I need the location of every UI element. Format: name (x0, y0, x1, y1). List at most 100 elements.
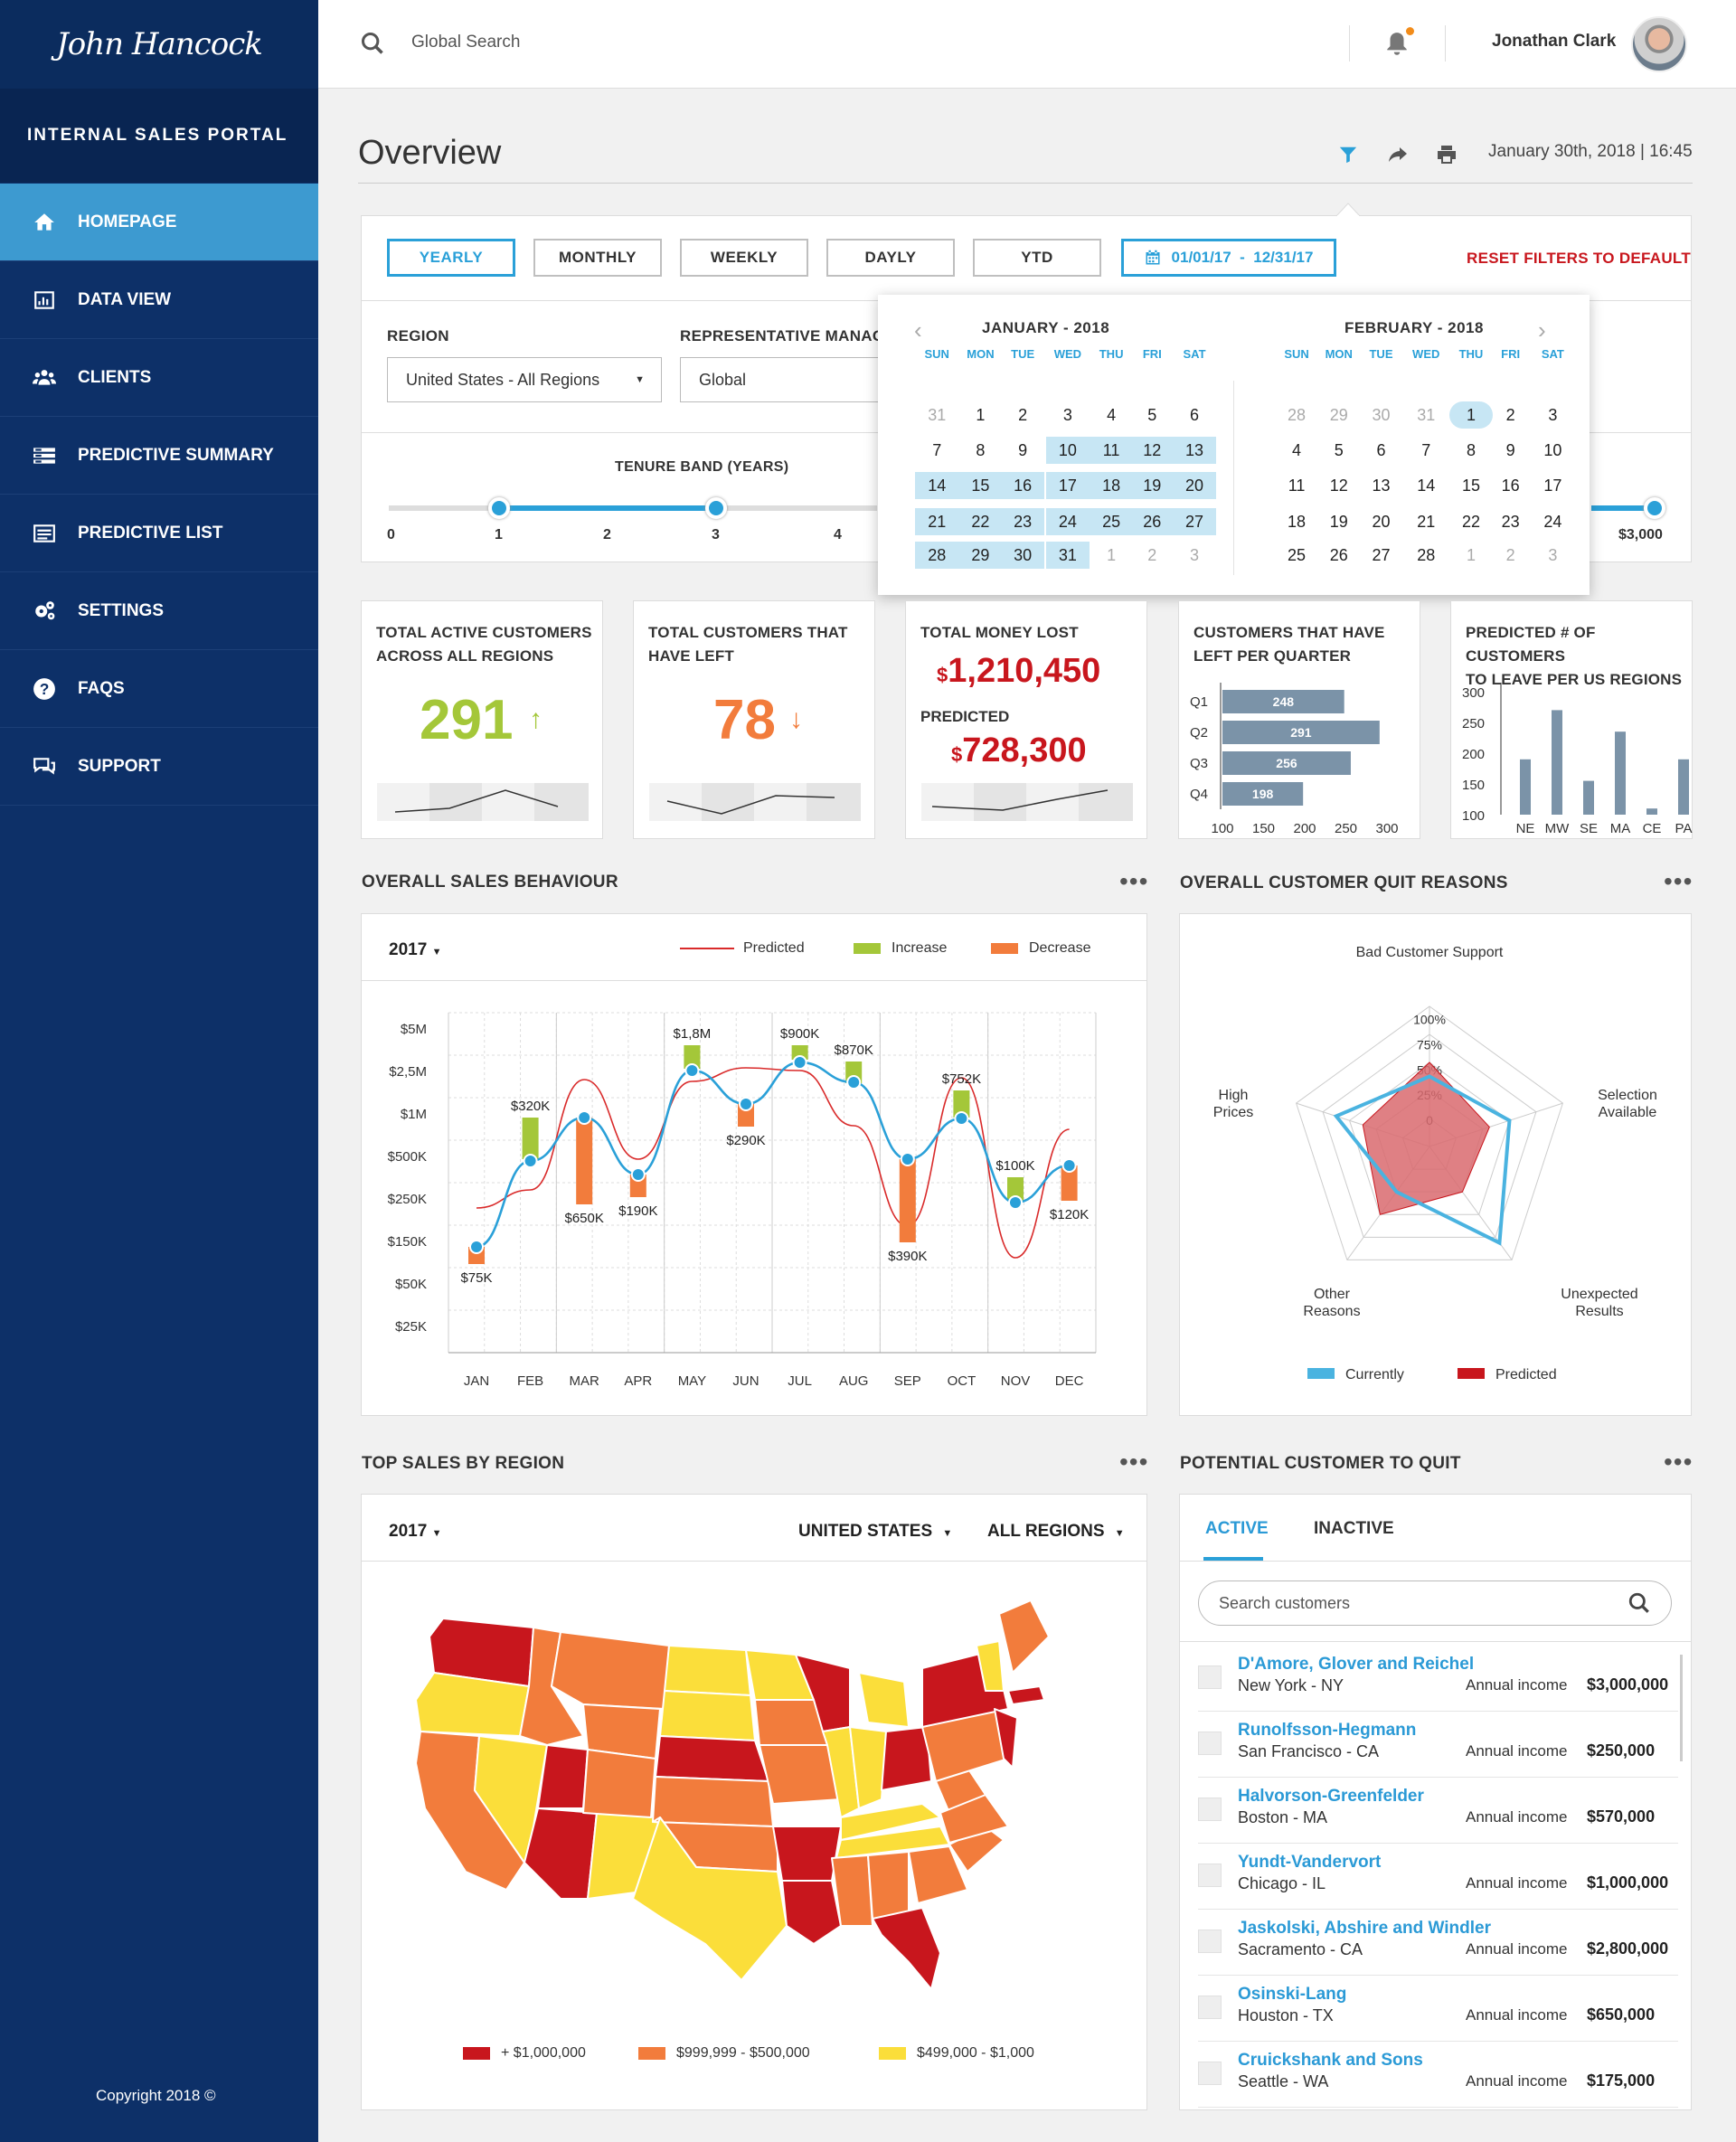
data-point[interactable] (846, 1075, 862, 1090)
row-checkbox[interactable] (1198, 1996, 1222, 2019)
data-point[interactable] (630, 1167, 646, 1182)
calendar-day[interactable]: 15 (958, 472, 1003, 500)
timeframe-daily[interactable]: DAYLY (826, 239, 955, 277)
customer-row[interactable]: Cruickshank and Sons Seattle - WA Annual… (1198, 2042, 1678, 2108)
calendar-day[interactable]: 20 (1173, 472, 1217, 500)
customer-name[interactable]: Yundt-Vandervort (1238, 1853, 1382, 1872)
calendar-day[interactable]: 23 (1001, 507, 1045, 535)
share-icon[interactable] (1386, 144, 1410, 165)
calendar-day[interactable]: 2 (1505, 406, 1515, 425)
calendar-day[interactable]: 2 (1505, 546, 1515, 565)
timeframe-yearly[interactable]: YEARLY (387, 239, 515, 277)
print-icon[interactable] (1435, 144, 1458, 165)
calendar-day[interactable]: 15 (1461, 477, 1480, 495)
data-point[interactable] (792, 1055, 807, 1070)
calendar-day[interactable]: 11 (1288, 477, 1306, 495)
more-options-icon[interactable]: ••• (1664, 867, 1694, 895)
row-checkbox[interactable] (1198, 1930, 1222, 1953)
avatar[interactable] (1631, 16, 1687, 72)
calendar-day[interactable]: 14 (915, 472, 959, 500)
more-options-icon[interactable]: ••• (1664, 1448, 1694, 1476)
calendar-day[interactable]: 3 (1548, 406, 1558, 425)
calendar-day[interactable]: 8 (976, 441, 986, 460)
data-point[interactable] (954, 1111, 969, 1126)
scrollbar[interactable] (1680, 1655, 1683, 1761)
tab-inactive[interactable]: INACTIVE (1314, 1519, 1394, 1538)
timeframe-monthly[interactable]: MONTHLY (533, 239, 662, 277)
calendar-day[interactable]: 25 (1288, 546, 1307, 565)
calendar-day[interactable]: 19 (1130, 472, 1175, 500)
income-handle-max[interactable] (1644, 497, 1665, 519)
customer-name[interactable]: Osinski-Lang (1238, 1985, 1347, 2004)
calendar-day[interactable]: 21 (1417, 512, 1436, 531)
calendar-day[interactable]: 14 (1417, 477, 1436, 495)
calendar-day[interactable]: 29 (958, 542, 1003, 570)
timeframe-ytd[interactable]: YTD (973, 239, 1101, 277)
timeframe-weekly[interactable]: WEEKLY (680, 239, 808, 277)
calendar-day[interactable]: 22 (1461, 512, 1480, 531)
calendar-day[interactable]: 29 (1329, 406, 1348, 425)
nav-clients[interactable]: CLIENTS (0, 339, 318, 417)
customer-name[interactable]: Halvorson-Greenfelder (1238, 1787, 1424, 1806)
calendar-day[interactable]: 25 (1090, 507, 1134, 535)
nav-faqs[interactable]: ? FAQS (0, 650, 318, 728)
search-icon[interactable] (1628, 1591, 1651, 1615)
calendar-day[interactable]: 31 (928, 406, 947, 425)
country-select[interactable]: UNITED STATES ▼ (798, 1522, 953, 1541)
calendar-day[interactable]: 12 (1329, 477, 1348, 495)
customer-row[interactable]: D'Amore, Glover and Reichel New York - N… (1198, 1646, 1678, 1712)
calendar-day[interactable]: 10 (1045, 437, 1090, 465)
calendar-day[interactable]: 3 (1548, 546, 1558, 565)
calendar-day[interactable]: 27 (1173, 507, 1217, 535)
regions-select[interactable]: ALL REGIONS ▼ (987, 1522, 1125, 1541)
calendar-day[interactable]: 3 (1062, 406, 1072, 425)
filter-icon[interactable] (1338, 145, 1358, 165)
calendar-day[interactable]: 17 (1543, 477, 1562, 495)
tenure-handle-min[interactable] (488, 497, 510, 519)
calendar-day[interactable]: 31 (1045, 542, 1090, 570)
data-point[interactable] (1061, 1158, 1077, 1173)
calendar-day[interactable]: 2 (1018, 406, 1028, 425)
calendar-day[interactable]: 23 (1501, 512, 1520, 531)
more-options-icon[interactable]: ••• (1119, 1448, 1149, 1476)
calendar-day[interactable]: 5 (1147, 406, 1157, 425)
calendar-day[interactable]: 3 (1190, 546, 1200, 565)
data-point[interactable] (900, 1152, 915, 1166)
calendar-day[interactable]: 1 (1448, 401, 1493, 429)
calendar-day[interactable]: 18 (1090, 472, 1134, 500)
tab-active[interactable]: ACTIVE (1205, 1519, 1269, 1538)
calendar-day[interactable]: 5 (1334, 441, 1344, 460)
calendar-day[interactable]: 30 (1001, 542, 1045, 570)
row-checkbox[interactable] (1198, 1732, 1222, 1755)
data-point[interactable] (1008, 1195, 1023, 1210)
nav-data-view[interactable]: DATA VIEW (0, 261, 318, 339)
us-sales-map[interactable] (416, 1600, 1103, 1998)
calendar-day[interactable]: 20 (1372, 512, 1391, 531)
date-range-picker[interactable]: 01/01/17 - 12/31/17 (1121, 239, 1336, 277)
calendar-day[interactable]: 1 (976, 406, 986, 425)
nav-support[interactable]: SUPPORT (0, 728, 318, 806)
nav-predictive-summary[interactable]: PREDICTIVE SUMMARY (0, 417, 318, 495)
calendar-day[interactable]: 18 (1288, 512, 1307, 531)
calendar-day[interactable]: 16 (1501, 477, 1520, 495)
data-point[interactable] (739, 1097, 753, 1111)
data-point[interactable] (523, 1154, 538, 1168)
calendar-day[interactable]: 9 (1505, 441, 1515, 460)
calendar-day[interactable]: 2 (1147, 546, 1157, 565)
calendar-day[interactable]: 16 (1001, 472, 1045, 500)
calendar-day[interactable]: 1 (1107, 546, 1117, 565)
calendar-day[interactable]: 4 (1107, 406, 1117, 425)
global-search-input[interactable]: Global Search (411, 33, 521, 52)
calendar-day[interactable]: 7 (1421, 441, 1431, 460)
calendar-day[interactable]: 11 (1090, 437, 1134, 465)
calendar-day[interactable]: 31 (1417, 406, 1436, 425)
search-icon[interactable] (360, 31, 385, 56)
customer-name[interactable]: D'Amore, Glover and Reichel (1238, 1655, 1475, 1674)
nav-predictive-list[interactable]: PREDICTIVE LIST (0, 495, 318, 572)
customer-search-input[interactable]: Search customers (1198, 1581, 1672, 1626)
row-checkbox[interactable] (1198, 1864, 1222, 1887)
calendar-day[interactable]: 19 (1329, 512, 1348, 531)
data-point[interactable] (577, 1110, 592, 1125)
calendar-day[interactable]: 4 (1292, 441, 1302, 460)
customer-name[interactable]: Runolfsson-Hegmann (1238, 1721, 1417, 1740)
